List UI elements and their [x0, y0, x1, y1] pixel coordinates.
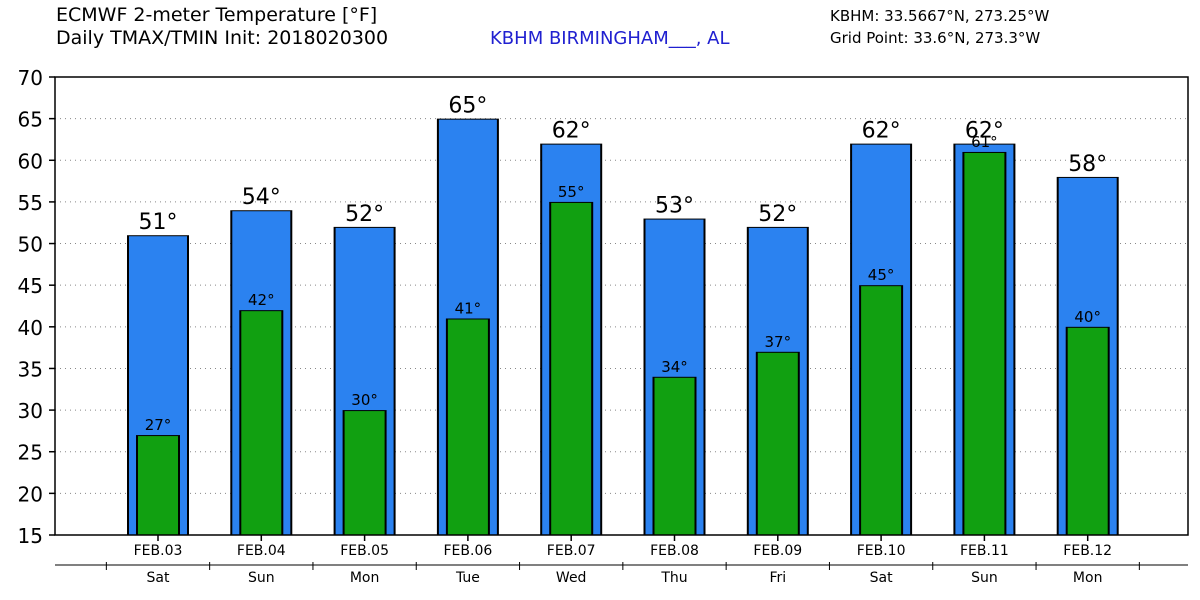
tmax-value-label: 53° — [655, 194, 694, 219]
y-tick-label: 40 — [18, 316, 43, 340]
tmax-value-label: 52° — [345, 202, 384, 227]
tmin-value-label: 30° — [351, 391, 378, 409]
tmax-value-label: 54° — [242, 185, 281, 210]
station-name: KBHM BIRMINGHAM___, AL — [490, 28, 730, 49]
tmax-value-label: 65° — [448, 94, 487, 119]
bars — [127, 118, 1119, 536]
tmin-value-label: 42° — [248, 291, 275, 309]
grid-point-coordinates: Grid Point: 33.6°N, 273.3°W — [830, 29, 1041, 47]
x-date-label: FEB.10 — [857, 543, 906, 559]
tmin-bar — [654, 377, 695, 535]
x-weekday-label: Sun — [971, 570, 998, 586]
y-tick-label: 20 — [18, 482, 43, 506]
tmin-bar — [447, 319, 488, 535]
x-weekday-label: Mon — [350, 570, 380, 586]
x-weekday-label: Tue — [455, 570, 480, 586]
x-date-label: FEB.06 — [444, 543, 493, 559]
x-weekday-label: Wed — [556, 570, 587, 586]
tmin-value-label: 61° — [971, 133, 998, 151]
tmin-bar — [757, 352, 798, 535]
tmin-bar — [344, 411, 385, 535]
y-tick-label: 60 — [18, 149, 43, 173]
tmax-value-label: 62° — [862, 119, 901, 144]
tmin-value-label: 55° — [558, 183, 585, 201]
tmin-value-label: 40° — [1074, 308, 1101, 326]
tmin-value-label: 34° — [661, 358, 688, 376]
x-weekday-label: Mon — [1073, 570, 1103, 586]
tmax-value-label: 58° — [1068, 152, 1107, 177]
y-tick-label: 30 — [18, 399, 43, 423]
gridlines — [55, 118, 1188, 494]
tmin-value-label: 41° — [455, 299, 482, 317]
y-tick-label: 15 — [18, 524, 43, 548]
x-date-label: FEB.05 — [340, 543, 389, 559]
x-weekday-label: Sun — [248, 570, 275, 586]
y-tick-label: 70 — [18, 66, 43, 90]
x-weekday-label: Sat — [147, 570, 170, 586]
tmax-value-label: 62° — [552, 119, 591, 144]
x-date-label: FEB.11 — [960, 543, 1009, 559]
tmin-value-label: 45° — [868, 266, 895, 284]
tmin-bar — [861, 286, 902, 535]
y-tick-label: 25 — [18, 441, 43, 465]
tmin-bar — [551, 202, 592, 535]
y-tick-label: 55 — [18, 191, 43, 215]
axes: 15 20 25 30 35 40 45 50 55 60 65 70 FEB.03 Sat FEB.04 S… — [18, 66, 1188, 586]
x-date-label: FEB.08 — [650, 543, 699, 559]
tmin-value-label: 27° — [145, 416, 172, 434]
y-tick-label: 35 — [18, 357, 43, 381]
tmin-bar — [1067, 327, 1108, 535]
tmin-bar — [964, 152, 1005, 536]
x-date-label: FEB.12 — [1063, 543, 1112, 559]
chart-subtitle: Daily TMAX/TMIN Init: 2018020300 — [56, 27, 389, 49]
y-tick-label: 65 — [18, 108, 43, 132]
plot-frame — [54, 76, 1189, 536]
tmax-value-label: 51° — [139, 210, 178, 235]
x-date-label: FEB.04 — [237, 543, 286, 559]
tmax-value-label: 62° — [965, 119, 1004, 144]
x-date-label: FEB.09 — [753, 543, 802, 559]
x-weekday-label: Thu — [660, 570, 687, 586]
tmax-value-label: 52° — [758, 202, 797, 227]
tmin-bar — [241, 311, 282, 535]
x-weekday-label: Fri — [769, 570, 786, 586]
chart-title: ECMWF 2-meter Temperature [°F] — [56, 4, 378, 26]
bar-value-labels: 51° 27° 54° 42° 52° 30° 65° 41° 62° 55° 53° 34° 52° 3… — [139, 94, 1108, 434]
station-coordinates: KBHM: 33.5667°N, 273.25°W — [830, 7, 1050, 25]
x-date-label: FEB.03 — [134, 543, 183, 559]
x-weekday-label: Sat — [870, 570, 893, 586]
y-tick-label: 45 — [18, 274, 43, 298]
x-date-label: FEB.07 — [547, 543, 596, 559]
y-tick-label: 50 — [18, 233, 43, 257]
tmin-value-label: 37° — [765, 333, 792, 351]
tmin-bar — [138, 436, 178, 535]
